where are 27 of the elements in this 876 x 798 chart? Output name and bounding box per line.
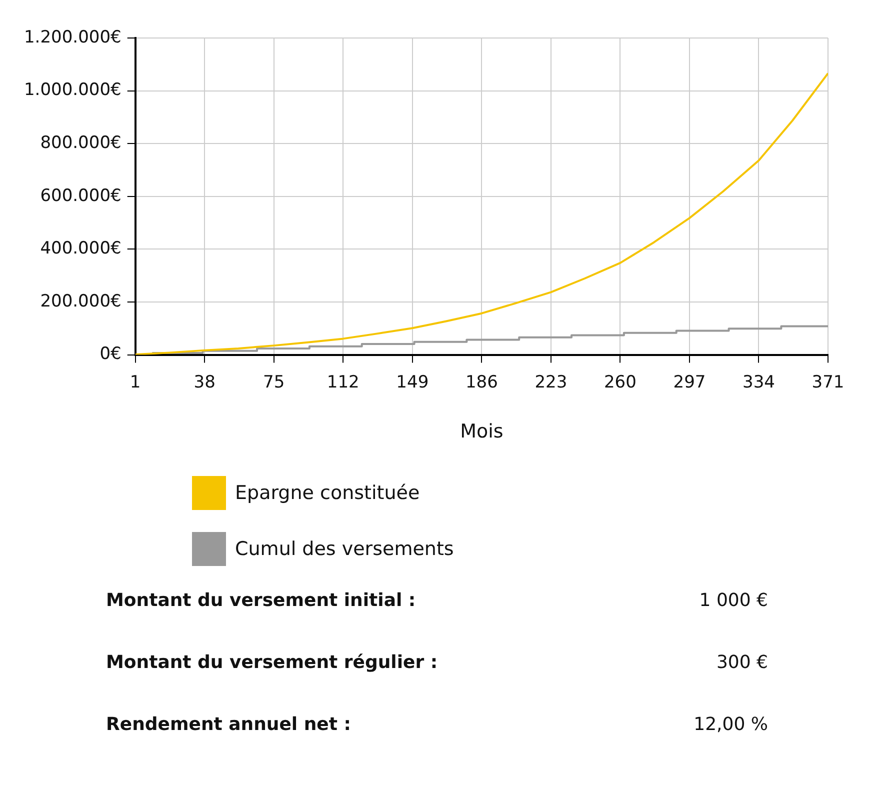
y-tick-label: 1.200.000€ bbox=[24, 27, 122, 48]
x-tick-label: 297 bbox=[673, 372, 706, 392]
x-tick-label: 186 bbox=[465, 372, 498, 392]
text: 300 € bbox=[716, 652, 768, 675]
y-tick-label: 0€ bbox=[100, 344, 122, 364]
x-tick-label: 334 bbox=[742, 372, 775, 392]
x-tick-label: 1 bbox=[130, 372, 141, 392]
text: Montant du versement initial : bbox=[106, 590, 416, 613]
text: 1 000 € bbox=[699, 590, 768, 613]
text: Montant du versement régulier : bbox=[106, 652, 438, 675]
legend-label: Cumul des versements bbox=[235, 538, 454, 560]
x-tick-label: 371 bbox=[812, 372, 844, 392]
x-tick-label: 112 bbox=[326, 372, 360, 392]
x-tick-label: 75 bbox=[263, 372, 285, 392]
y-tick-label: 800.000€ bbox=[40, 133, 122, 154]
y-tick-label: 400.000€ bbox=[40, 238, 122, 259]
x-axis-title: Mois bbox=[460, 420, 504, 443]
legend-label: Epargne constituée bbox=[235, 482, 420, 504]
y-tick-label: 1.000.000€ bbox=[24, 80, 122, 100]
x-tick-label: 260 bbox=[604, 372, 636, 392]
y-tick-label: 200.000€ bbox=[40, 291, 122, 312]
y-tick-label: 600.000€ bbox=[40, 186, 122, 206]
x-tick-label: 149 bbox=[396, 372, 429, 392]
x-tick-label: 223 bbox=[534, 372, 568, 392]
x-tick-label: 38 bbox=[194, 372, 216, 392]
text: 12,00 % bbox=[694, 714, 768, 737]
text: Rendement annuel net : bbox=[106, 714, 351, 737]
